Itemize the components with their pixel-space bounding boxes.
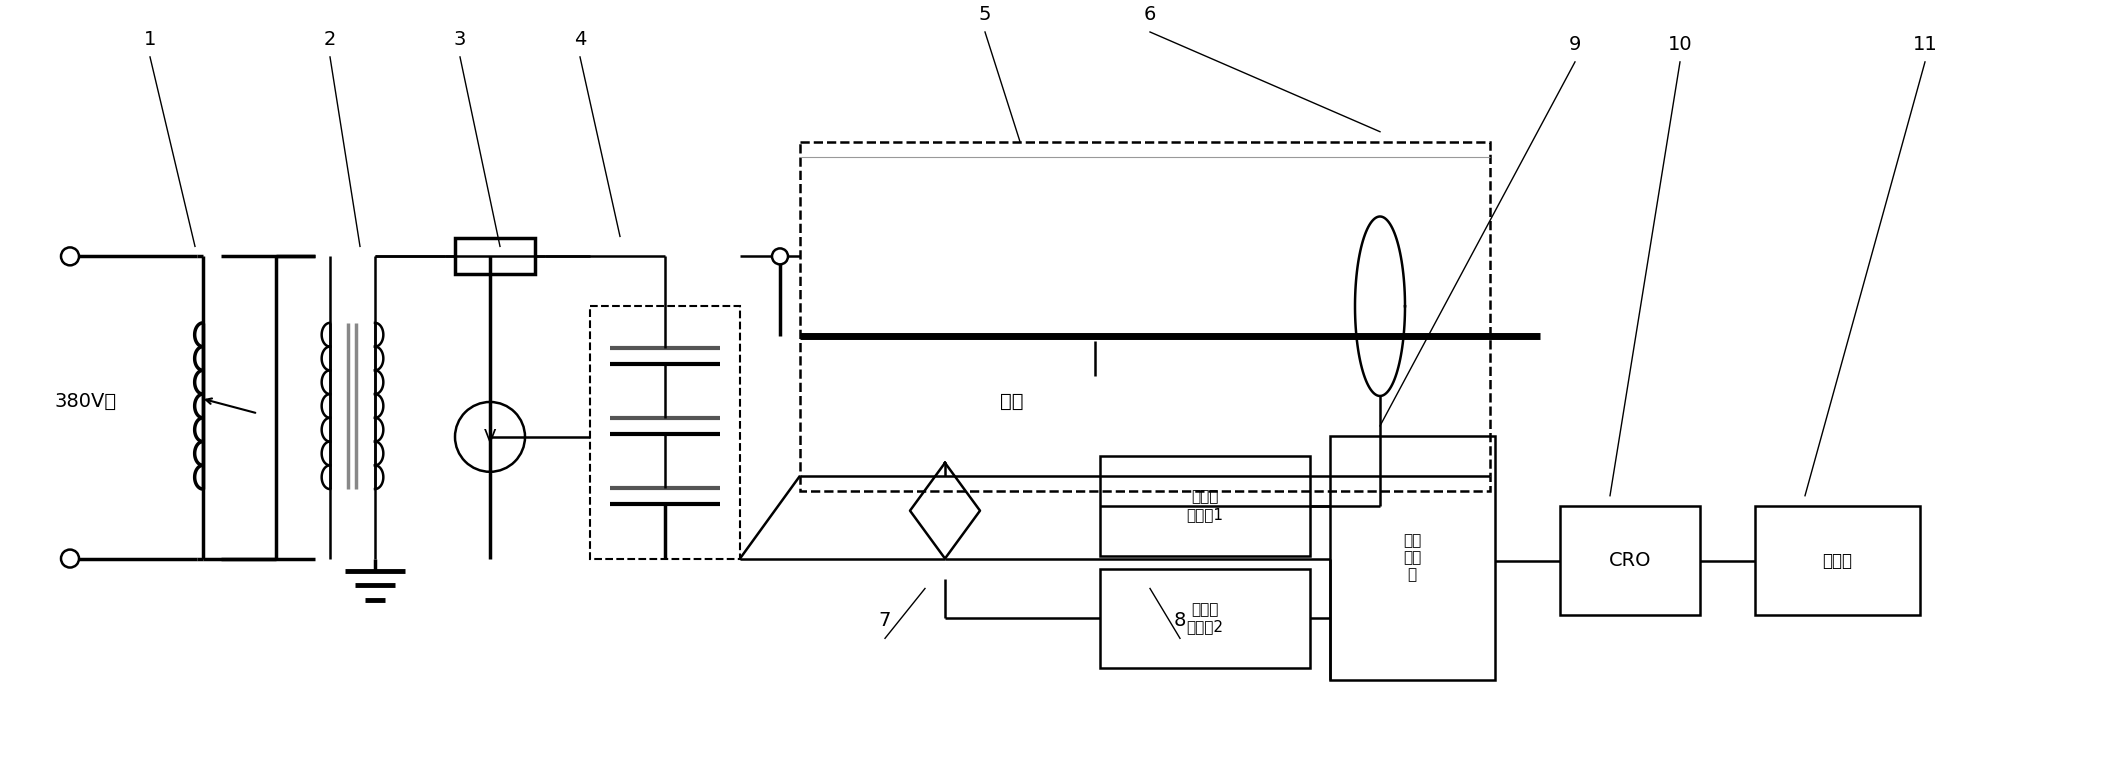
- Text: 9: 9: [1570, 35, 1580, 54]
- Text: 滤波放
大单关1: 滤波放 大单关1: [1187, 490, 1223, 522]
- Text: 高频
能路
关: 高频 能路 关: [1402, 533, 1421, 582]
- Text: 7: 7: [879, 611, 892, 630]
- Circle shape: [62, 549, 79, 568]
- Text: 10: 10: [1667, 35, 1693, 54]
- Bar: [1330, 436, 1495, 680]
- Bar: [455, 238, 535, 274]
- Circle shape: [771, 248, 788, 264]
- Text: 5: 5: [979, 5, 992, 24]
- Text: 滤波放
大单关2: 滤波放 大单关2: [1187, 602, 1223, 635]
- Text: 1: 1: [144, 30, 157, 49]
- Text: 8: 8: [1175, 611, 1185, 630]
- Bar: [1559, 506, 1699, 615]
- Bar: [1754, 506, 1920, 615]
- Bar: [590, 306, 739, 558]
- Text: 380V～: 380V～: [55, 391, 117, 410]
- Text: 11: 11: [1912, 35, 1937, 54]
- Text: CRO: CRO: [1608, 551, 1650, 570]
- Text: 3: 3: [455, 30, 465, 49]
- Text: 计算机: 计算机: [1822, 552, 1852, 569]
- Bar: [1100, 568, 1311, 668]
- Text: 缺陷: 缺陷: [1000, 391, 1024, 410]
- Text: 2: 2: [323, 30, 336, 49]
- Circle shape: [455, 402, 525, 472]
- Bar: [801, 141, 1491, 490]
- Text: 6: 6: [1145, 5, 1155, 24]
- Bar: [1100, 456, 1311, 555]
- Text: 4: 4: [573, 30, 586, 49]
- Circle shape: [62, 248, 79, 265]
- Text: V: V: [484, 428, 497, 446]
